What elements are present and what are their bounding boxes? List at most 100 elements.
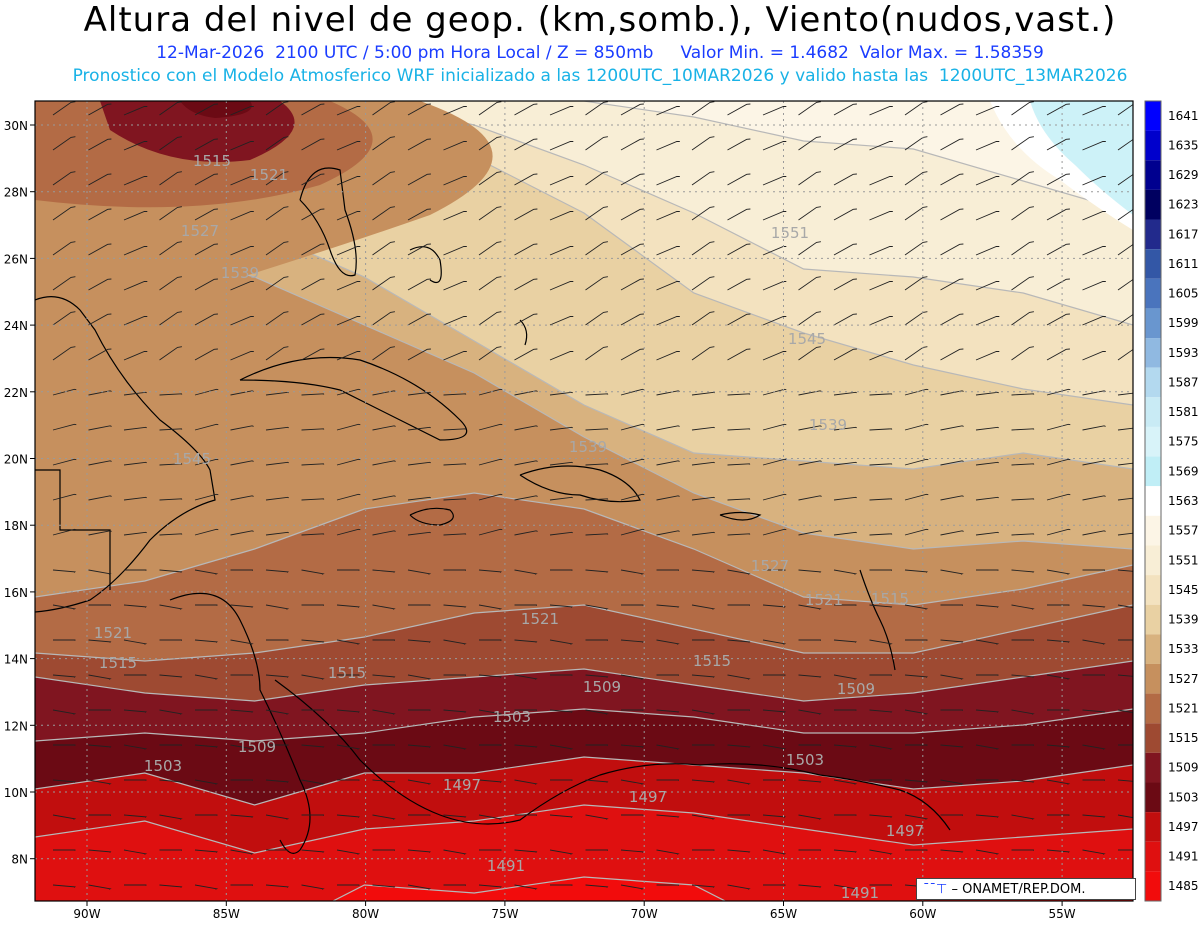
wind-barb <box>727 884 751 890</box>
wind-barb <box>194 639 218 643</box>
wind-barb <box>337 674 360 676</box>
wind-barb <box>443 315 467 326</box>
wind-barb <box>904 779 928 783</box>
contour-label: 1521 <box>805 591 843 609</box>
wind-barb <box>159 533 183 536</box>
wind-barb <box>976 779 999 781</box>
colorbar-label: 1611 <box>1168 257 1199 271</box>
wind-barb <box>798 709 822 715</box>
colorbar-swatch <box>1145 160 1161 190</box>
colorbar-swatch <box>1145 426 1161 457</box>
wind-barb <box>88 495 112 501</box>
wind-barb <box>443 849 467 855</box>
wind-barb <box>407 496 431 501</box>
wind-barb <box>656 884 679 886</box>
wind-barb <box>691 496 715 501</box>
wind-barb <box>1046 849 1070 853</box>
wind-barb <box>585 136 608 151</box>
colorbar-label: 1629 <box>1168 168 1199 182</box>
wind-barb <box>1117 243 1133 256</box>
coastline <box>519 319 528 346</box>
wind-barb <box>691 604 716 610</box>
wind-barb <box>549 280 574 291</box>
wind-barb <box>88 208 112 221</box>
wind-barb <box>230 390 254 396</box>
latitude-label: 22N <box>4 386 28 400</box>
contour-label: 1521 <box>250 166 288 184</box>
wind-barb <box>265 604 290 610</box>
wind-barb <box>762 458 787 466</box>
wind-barb <box>869 779 892 781</box>
wind-barb <box>975 709 999 713</box>
wind-barb <box>230 530 254 536</box>
wind-barb <box>301 278 325 291</box>
credit-box: ˉˉ⊤ – ONAMET/REP.DOM. <box>916 878 1136 900</box>
contour-label: 1503 <box>493 708 531 726</box>
wind-barb <box>478 569 502 573</box>
wind-barb <box>52 423 77 431</box>
wind-barb <box>301 709 324 711</box>
wind-barb <box>585 674 609 678</box>
wind-barb <box>230 779 253 781</box>
wind-barb <box>372 779 396 783</box>
wind-barb <box>123 639 148 645</box>
colorbar-label: 1599 <box>1168 316 1199 330</box>
wind-barb <box>585 498 609 501</box>
wind-barb <box>478 528 503 536</box>
wind-barb <box>52 276 76 291</box>
wind-barb <box>1082 210 1106 221</box>
wind-barb <box>336 245 361 256</box>
contour-line <box>35 804 1133 854</box>
wind-barb <box>159 604 183 610</box>
colorbar-label: 1587 <box>1168 375 1199 389</box>
wind-barb <box>550 569 573 571</box>
wind-barb <box>407 391 431 396</box>
wind-barb <box>407 461 431 466</box>
wind-barb <box>550 674 573 676</box>
wind-barb <box>124 674 147 676</box>
wind-barb <box>940 604 963 606</box>
wind-barb <box>301 463 325 466</box>
wind-barb <box>1046 103 1070 116</box>
wind-barb <box>53 744 76 746</box>
wind-barb <box>904 171 928 186</box>
wind-barb <box>869 674 892 676</box>
wind-barb <box>301 208 325 221</box>
wind-barb <box>1046 388 1071 396</box>
wind-barb <box>53 849 76 851</box>
wind-barb <box>478 241 502 256</box>
wind-barb <box>1118 744 1133 746</box>
wind-barb <box>443 744 467 750</box>
wind-barb <box>621 709 644 711</box>
wind-barb <box>834 709 857 711</box>
wind-barb <box>940 425 964 431</box>
wind-barb <box>1117 392 1133 396</box>
wind-barb <box>478 388 503 396</box>
wind-barb <box>656 280 680 291</box>
wind-barb <box>620 388 645 396</box>
wind-barb <box>549 639 574 645</box>
wind-barb <box>194 569 219 575</box>
wind-barb <box>1082 140 1106 151</box>
wind-barb <box>159 276 182 291</box>
wind-barb <box>727 463 751 466</box>
latitude-label: 28N <box>4 186 28 200</box>
wind-barb <box>1011 463 1035 466</box>
wind-barb <box>620 884 645 890</box>
wind-barb <box>691 814 716 820</box>
wind-barb <box>336 493 361 501</box>
wind-barb <box>265 426 289 431</box>
colorbar-label: 1563 <box>1168 494 1199 508</box>
wind-barb <box>336 639 361 645</box>
wind-barb <box>904 493 929 501</box>
wind-barb <box>443 350 467 361</box>
wind-barb <box>88 243 112 256</box>
colorbar-label: 1545 <box>1168 583 1199 597</box>
wind-barb <box>1082 709 1106 713</box>
wind-barb <box>88 814 111 816</box>
wind-barb <box>798 884 822 888</box>
contour-label: 1503 <box>786 751 824 769</box>
wind-barb <box>1011 849 1034 851</box>
wind-barb <box>407 639 431 643</box>
